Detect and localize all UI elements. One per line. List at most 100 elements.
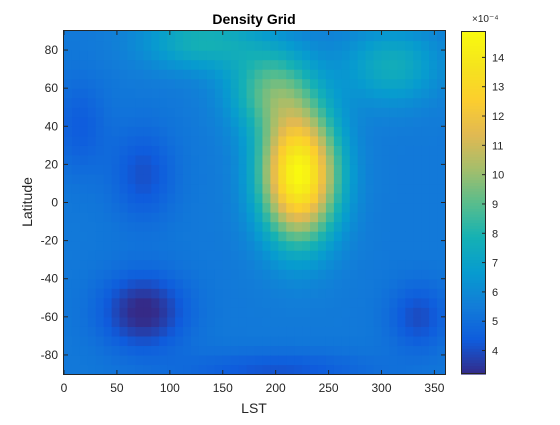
- heatmap-cell: [143, 183, 152, 194]
- colorbar-swatch: [461, 331, 486, 335]
- heatmap-cell: [278, 69, 287, 80]
- heatmap-cell: [421, 240, 430, 251]
- colorbar-swatch: [461, 325, 486, 329]
- heatmap-cell: [191, 88, 200, 99]
- heatmap-cell: [333, 69, 343, 80]
- heatmap-cell: [310, 88, 319, 99]
- heatmap-cell: [206, 192, 216, 204]
- heatmap-cell: [397, 231, 406, 242]
- heatmap-cell: [349, 192, 359, 204]
- heatmap-cell: [349, 259, 359, 270]
- heatmap-cell: [222, 40, 232, 51]
- heatmap-cell: [254, 212, 264, 223]
- heatmap-cell: [310, 335, 319, 347]
- heatmap-cell: [373, 250, 383, 261]
- heatmap-cell: [246, 183, 256, 194]
- heatmap-cell: [381, 154, 391, 165]
- heatmap-cell: [437, 335, 446, 347]
- heatmap-cell: [198, 69, 208, 80]
- heatmap-cell: [310, 345, 319, 356]
- heatmap-cell: [429, 354, 438, 366]
- heatmap-cell: [87, 345, 97, 356]
- heatmap-cell: [127, 97, 137, 108]
- heatmap-cell: [151, 316, 160, 327]
- heatmap-cell: [214, 278, 224, 289]
- heatmap-cell: [198, 183, 208, 194]
- heatmap-cell: [111, 278, 121, 289]
- heatmap-cell: [206, 288, 216, 299]
- heatmap-cell: [119, 154, 129, 165]
- heatmap-cell: [325, 116, 335, 127]
- heatmap-cell: [175, 78, 184, 89]
- heatmap-cell: [238, 31, 248, 42]
- heatmap-cell: [429, 231, 438, 242]
- heatmap-cell: [222, 116, 232, 127]
- heatmap-cell: [325, 221, 335, 232]
- heatmap-cell: [167, 69, 176, 80]
- heatmap-cell: [381, 97, 391, 108]
- heatmap-cell: [103, 40, 113, 51]
- heatmap-cell: [214, 164, 224, 175]
- heatmap-cell: [397, 164, 406, 175]
- heatmap-cell: [183, 40, 192, 51]
- heatmap-cell: [405, 154, 414, 165]
- heatmap-cell: [198, 212, 208, 223]
- heatmap-cell: [318, 78, 327, 89]
- heatmap-cell: [421, 278, 430, 289]
- heatmap-cell: [421, 335, 430, 347]
- heatmap-cell: [318, 269, 327, 280]
- heatmap-cell: [421, 31, 430, 42]
- heatmap-cell: [405, 173, 414, 185]
- heatmap-cell: [405, 326, 414, 337]
- heatmap-cell: [206, 164, 216, 175]
- heatmap-cell: [318, 278, 327, 289]
- heatmap-cell: [191, 278, 200, 289]
- heatmap-cell: [175, 154, 184, 165]
- heatmap-cell: [64, 40, 73, 51]
- heatmap-cell: [87, 69, 97, 80]
- heatmap-cell: [341, 269, 351, 280]
- heatmap-cell: [222, 316, 232, 327]
- heatmap-cell: [349, 316, 359, 327]
- heatmap-cell: [437, 126, 446, 137]
- heatmap-cell: [127, 173, 137, 185]
- heatmap-cell: [206, 354, 216, 366]
- heatmap-cell: [302, 145, 311, 156]
- heatmap-cell: [71, 250, 81, 261]
- heatmap-cell: [254, 107, 264, 118]
- heatmap-cell: [230, 288, 240, 299]
- heatmap-cell: [310, 297, 319, 308]
- heatmap-cell: [413, 354, 422, 366]
- heatmap-cell: [79, 288, 89, 299]
- heatmap-cell: [238, 192, 248, 204]
- colorbar-swatch: [461, 62, 486, 66]
- heatmap-cell: [191, 364, 200, 375]
- heatmap-cell: [214, 59, 224, 70]
- heatmap-cell: [71, 307, 81, 318]
- heatmap-cell: [246, 307, 256, 318]
- heatmap-cell: [262, 316, 271, 327]
- heatmap-cell: [79, 50, 89, 61]
- heatmap-cell: [437, 107, 446, 118]
- heatmap-cell: [214, 307, 224, 318]
- heatmap-cell: [318, 154, 327, 165]
- heatmap-cell: [159, 259, 168, 270]
- heatmap-cell: [167, 316, 176, 327]
- heatmap-cell: [254, 145, 264, 156]
- colorbar-swatch: [461, 105, 486, 109]
- heatmap-cell: [302, 326, 311, 337]
- heatmap-cell: [79, 259, 89, 270]
- colorbar-swatch: [461, 265, 486, 269]
- heatmap-cell: [294, 335, 303, 347]
- heatmap-cell: [278, 212, 287, 223]
- colorbar-swatch: [461, 176, 486, 181]
- heatmap-cell: [318, 116, 327, 127]
- heatmap-cell: [95, 345, 105, 356]
- heatmap-cell: [421, 202, 430, 213]
- heatmap-cell: [64, 69, 73, 80]
- heatmap-cell: [437, 183, 446, 194]
- heatmap-cell: [278, 345, 287, 356]
- heatmap-cell: [87, 231, 97, 242]
- heatmap-cell: [421, 316, 430, 327]
- heatmap-cell: [111, 307, 121, 318]
